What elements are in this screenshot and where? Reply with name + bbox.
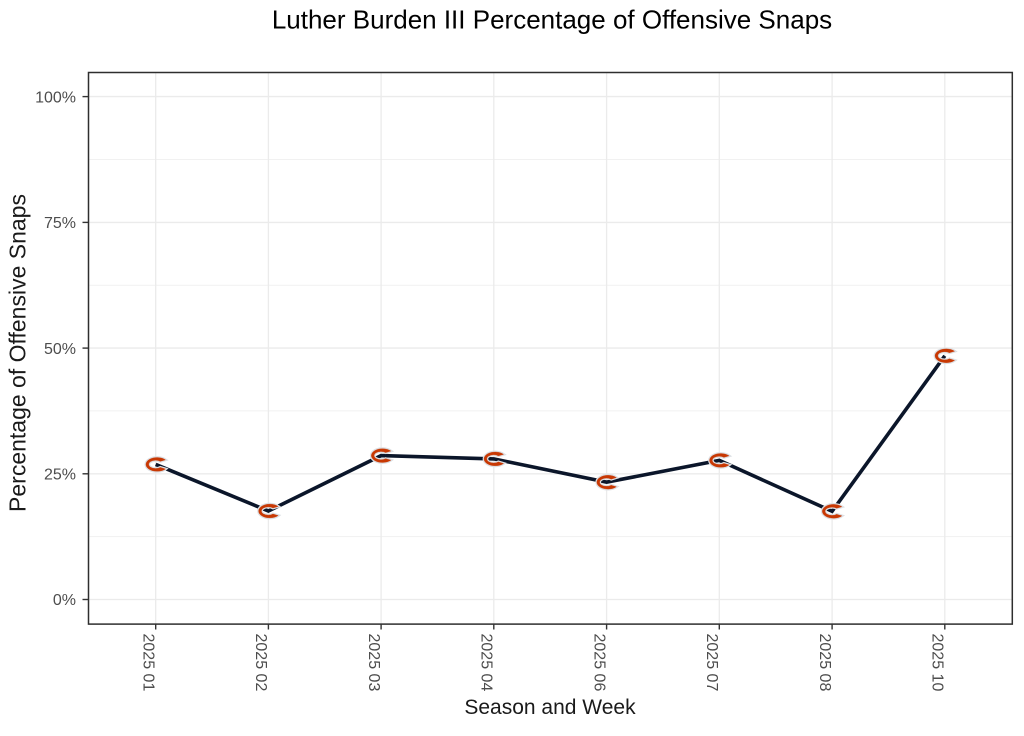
svg-text:Luther Burden III Percentage o: Luther Burden III Percentage of Offensiv… (272, 4, 832, 34)
svg-text:2025 04: 2025 04 (478, 634, 495, 692)
svg-text:2025 08: 2025 08 (816, 634, 833, 692)
svg-text:2025 07: 2025 07 (703, 634, 720, 692)
svg-text:100%: 100% (35, 89, 76, 106)
svg-text:75%: 75% (44, 215, 76, 232)
svg-text:2025 06: 2025 06 (590, 634, 607, 692)
svg-text:2025 10: 2025 10 (929, 634, 946, 692)
svg-text:50%: 50% (44, 341, 76, 358)
svg-text:2025 03: 2025 03 (365, 634, 382, 692)
svg-text:25%: 25% (44, 467, 76, 484)
svg-text:Season and Week: Season and Week (464, 696, 636, 719)
svg-text:2025 01: 2025 01 (140, 634, 157, 692)
svg-text:0%: 0% (53, 592, 76, 609)
svg-text:Percentage of Offensive Snaps: Percentage of Offensive Snaps (5, 194, 31, 512)
svg-text:2025 02: 2025 02 (252, 634, 269, 692)
